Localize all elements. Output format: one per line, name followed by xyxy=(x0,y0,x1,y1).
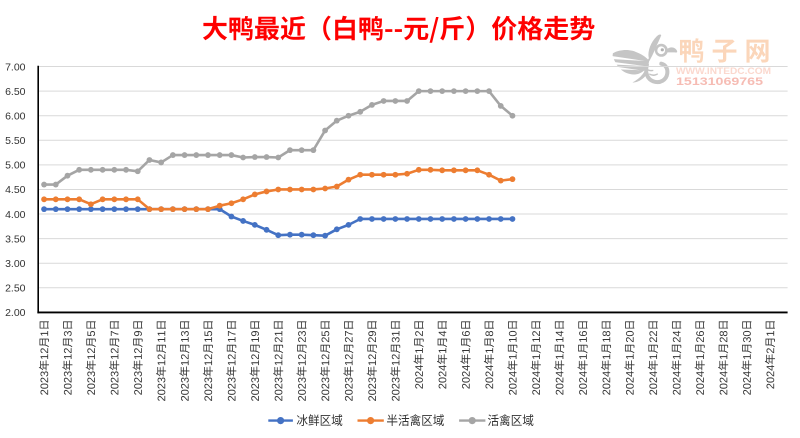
svg-text:6.50: 6.50 xyxy=(5,86,26,98)
svg-text:3.00: 3.00 xyxy=(5,258,26,270)
svg-text:WWW.INTEDC.COM: WWW.INTEDC.COM xyxy=(676,66,771,77)
svg-text:5.50: 5.50 xyxy=(5,135,26,147)
svg-text:4.00: 4.00 xyxy=(5,209,26,221)
svg-text:4.50: 4.50 xyxy=(5,184,26,196)
svg-text:7.00: 7.00 xyxy=(5,61,26,73)
svg-text:2.00: 2.00 xyxy=(5,307,26,319)
svg-text:2.50: 2.50 xyxy=(5,283,26,295)
svg-text:3.50: 3.50 xyxy=(5,233,26,245)
svg-text:6.00: 6.00 xyxy=(5,110,26,122)
svg-text:5.00: 5.00 xyxy=(5,160,26,172)
svg-text:15131069765: 15131069765 xyxy=(676,76,764,88)
